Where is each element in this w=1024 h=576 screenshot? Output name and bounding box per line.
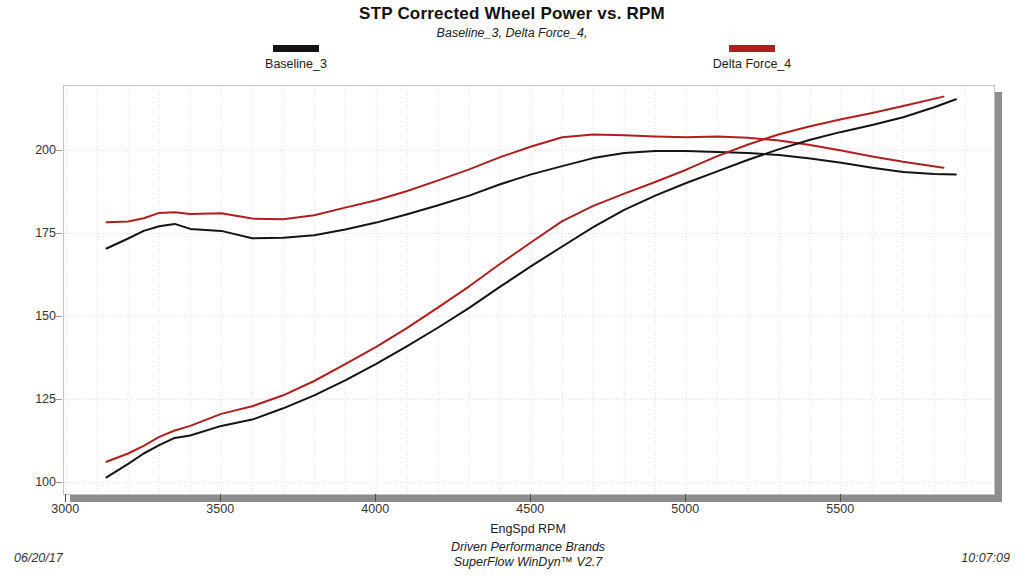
- legend-delta-force: Delta Force_4: [692, 45, 812, 71]
- y-tick-mark: [56, 399, 62, 400]
- y-tick-mark: [56, 233, 62, 234]
- legend-baseline-label: Baseline_3: [265, 57, 327, 71]
- y-tick-mark: [56, 150, 62, 151]
- time-stamp: 10:07:09: [961, 551, 1010, 565]
- x-tick-label: 3000: [51, 502, 79, 516]
- plot-area: [63, 85, 995, 495]
- footer-software-line: SuperFlow WinDyn™ V2.7: [0, 555, 1024, 569]
- y-tick-label: 150: [4, 309, 56, 323]
- x-tick-label: 4000: [361, 502, 389, 516]
- series-curve-1: [107, 135, 944, 223]
- legend-delta-force-swatch: [729, 45, 775, 52]
- x-tick-mark: [530, 494, 531, 502]
- x-tick-label: 4500: [516, 502, 544, 516]
- y-tick-mark: [56, 482, 62, 483]
- legend-baseline-swatch: [273, 45, 319, 52]
- y-tick-label: 125: [4, 392, 56, 406]
- x-tick-mark: [65, 494, 66, 502]
- y-tick-label: 175: [4, 226, 56, 240]
- x-tick-mark: [840, 494, 841, 502]
- x-axis-title: EngSpd RPM: [0, 522, 1024, 536]
- y-tick-label: 100: [4, 475, 56, 489]
- legend-delta-force-label: Delta Force_4: [713, 57, 792, 71]
- y-tick-mark: [56, 316, 62, 317]
- chart-subtitle: Baseline_3, Delta Force_4,: [0, 26, 1024, 40]
- x-tick-mark: [685, 494, 686, 502]
- legend-baseline: Baseline_3: [236, 45, 356, 71]
- x-tick-label: 5500: [826, 502, 854, 516]
- y-tick-label: 200: [4, 143, 56, 157]
- series-curve-3: [107, 97, 944, 462]
- x-tick-label: 5000: [671, 502, 699, 516]
- x-tick-mark: [220, 494, 221, 502]
- footer-brand-line: Driven Performance Brands: [0, 540, 1024, 554]
- x-tick-label: 3500: [206, 502, 234, 516]
- chart-title: STP Corrected Wheel Power vs. RPM: [0, 4, 1024, 24]
- plot-canvas: [64, 86, 994, 494]
- x-tick-mark: [375, 494, 376, 502]
- windyn-chart-screen: { "title": "STP Corrected Wheel Power vs…: [0, 0, 1024, 576]
- date-stamp: 06/20/17: [14, 551, 63, 565]
- series-curve-2: [107, 99, 956, 477]
